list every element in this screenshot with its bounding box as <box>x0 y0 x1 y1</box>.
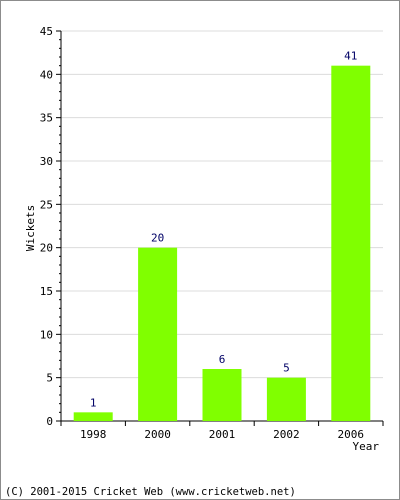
bar-value-label: 41 <box>344 50 357 63</box>
bar-value-label: 5 <box>283 362 290 375</box>
y-tick-label: 30 <box>40 155 53 168</box>
x-tick-label: 2002 <box>273 428 300 441</box>
y-tick-label: 20 <box>40 242 53 255</box>
x-ticks: 1998 2000 2001 2002 2006 <box>60 421 384 441</box>
y-tick-label: 45 <box>40 25 53 38</box>
bar-2001 <box>202 369 242 421</box>
bar-value-label: 20 <box>151 232 164 245</box>
y-tick-label: 40 <box>40 68 53 81</box>
x-tick-label: 1998 <box>80 428 107 441</box>
x-axis-title: Year <box>353 440 380 453</box>
gridlines <box>61 30 383 379</box>
y-tick-label: 15 <box>40 285 53 298</box>
y-tick-label: 35 <box>40 112 53 125</box>
x-tick-label: 2006 <box>338 428 365 441</box>
bar-2000 <box>138 247 178 421</box>
copyright-notice: (C) 2001-2015 Cricket Web (www.cricketwe… <box>5 486 296 498</box>
y-tick-label: 0 <box>46 415 53 428</box>
y-axis-title: Wickets <box>24 205 37 251</box>
x-tick-label: 2001 <box>209 428 236 441</box>
y-tick-label: 10 <box>40 328 53 341</box>
y-ticks: 0 5 10 15 20 25 30 35 40 45 <box>40 25 61 428</box>
bar-2002 <box>266 377 306 421</box>
y-tick-label: 5 <box>46 372 53 385</box>
y-tick-label: 25 <box>40 198 53 211</box>
bar-1998 <box>73 412 113 421</box>
bar-value-label: 1 <box>90 396 97 409</box>
bar-value-label: 6 <box>219 353 226 366</box>
x-tick-label: 2000 <box>144 428 171 441</box>
bar-2006 <box>331 65 371 422</box>
bars: 1 20 6 5 41 <box>73 50 371 422</box>
